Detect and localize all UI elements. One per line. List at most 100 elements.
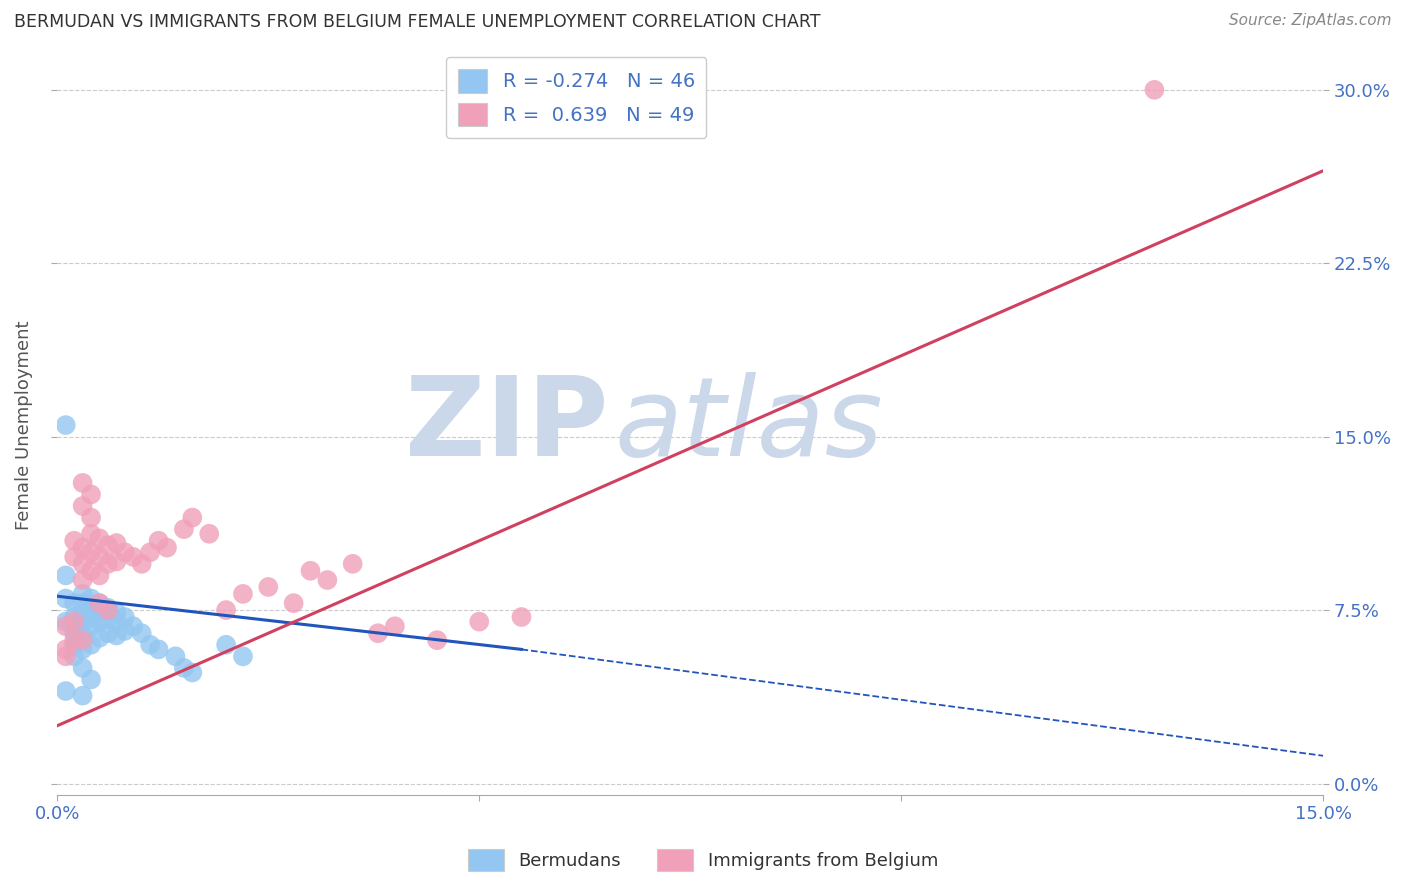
Point bbox=[72, 499, 94, 513]
Point bbox=[114, 610, 136, 624]
Point bbox=[72, 587, 94, 601]
Point bbox=[63, 610, 86, 624]
Point bbox=[63, 626, 86, 640]
Point bbox=[63, 596, 86, 610]
Point bbox=[1143, 83, 1166, 97]
Point bbox=[122, 549, 145, 564]
Text: Source: ZipAtlas.com: Source: ZipAtlas.com bbox=[1229, 13, 1392, 29]
Legend: R = -0.274   N = 46, R =  0.639   N = 49: R = -0.274 N = 46, R = 0.639 N = 49 bbox=[446, 57, 706, 138]
Point bbox=[367, 626, 389, 640]
Point bbox=[80, 487, 103, 501]
Point bbox=[55, 684, 77, 698]
Point bbox=[232, 649, 254, 664]
Point bbox=[89, 532, 111, 546]
Point bbox=[72, 596, 94, 610]
Point bbox=[468, 615, 491, 629]
Text: atlas: atlas bbox=[614, 372, 883, 479]
Point bbox=[72, 689, 94, 703]
Point bbox=[63, 633, 86, 648]
Point bbox=[55, 649, 77, 664]
Point bbox=[105, 628, 128, 642]
Point bbox=[105, 615, 128, 629]
Point bbox=[72, 626, 94, 640]
Point bbox=[55, 568, 77, 582]
Point bbox=[97, 600, 120, 615]
Point bbox=[55, 619, 77, 633]
Point bbox=[89, 615, 111, 629]
Point bbox=[80, 619, 103, 633]
Point bbox=[257, 580, 280, 594]
Point bbox=[148, 642, 170, 657]
Point bbox=[89, 631, 111, 645]
Point bbox=[173, 661, 195, 675]
Point bbox=[80, 526, 103, 541]
Point bbox=[80, 564, 103, 578]
Point bbox=[131, 626, 153, 640]
Point bbox=[316, 573, 339, 587]
Point bbox=[72, 615, 94, 629]
Point bbox=[55, 615, 77, 629]
Y-axis label: Female Unemployment: Female Unemployment bbox=[15, 320, 32, 530]
Point bbox=[139, 545, 162, 559]
Point bbox=[181, 510, 204, 524]
Point bbox=[97, 603, 120, 617]
Point bbox=[63, 615, 86, 629]
Point bbox=[89, 568, 111, 582]
Point bbox=[72, 557, 94, 571]
Point bbox=[105, 555, 128, 569]
Point bbox=[299, 564, 322, 578]
Point bbox=[97, 557, 120, 571]
Point bbox=[105, 536, 128, 550]
Point bbox=[89, 596, 111, 610]
Point bbox=[80, 591, 103, 606]
Point bbox=[148, 533, 170, 548]
Point bbox=[198, 526, 221, 541]
Point bbox=[80, 545, 103, 559]
Point bbox=[97, 612, 120, 626]
Point bbox=[122, 619, 145, 633]
Point bbox=[80, 510, 103, 524]
Point bbox=[72, 475, 94, 490]
Point bbox=[55, 642, 77, 657]
Point bbox=[105, 606, 128, 620]
Point bbox=[89, 596, 111, 610]
Point bbox=[114, 545, 136, 559]
Point bbox=[139, 638, 162, 652]
Text: BERMUDAN VS IMMIGRANTS FROM BELGIUM FEMALE UNEMPLOYMENT CORRELATION CHART: BERMUDAN VS IMMIGRANTS FROM BELGIUM FEMA… bbox=[14, 13, 821, 31]
Point bbox=[97, 538, 120, 552]
Point bbox=[72, 573, 94, 587]
Point bbox=[63, 533, 86, 548]
Point bbox=[173, 522, 195, 536]
Point bbox=[510, 610, 533, 624]
Point bbox=[165, 649, 187, 664]
Point bbox=[55, 591, 77, 606]
Point bbox=[131, 557, 153, 571]
Point bbox=[156, 541, 179, 555]
Point bbox=[80, 600, 103, 615]
Point bbox=[80, 673, 103, 687]
Point bbox=[55, 418, 77, 433]
Point bbox=[384, 619, 406, 633]
Point bbox=[63, 619, 86, 633]
Point bbox=[72, 541, 94, 555]
Point bbox=[181, 665, 204, 680]
Point bbox=[63, 649, 86, 664]
Point bbox=[426, 633, 449, 648]
Point bbox=[215, 638, 238, 652]
Point bbox=[72, 642, 94, 657]
Point bbox=[80, 638, 103, 652]
Point bbox=[63, 638, 86, 652]
Text: ZIP: ZIP bbox=[405, 372, 607, 479]
Point bbox=[342, 557, 364, 571]
Legend: Bermudans, Immigrants from Belgium: Bermudans, Immigrants from Belgium bbox=[461, 842, 945, 879]
Point bbox=[63, 549, 86, 564]
Point bbox=[114, 624, 136, 638]
Point bbox=[89, 606, 111, 620]
Point bbox=[72, 661, 94, 675]
Point bbox=[283, 596, 305, 610]
Point bbox=[72, 606, 94, 620]
Point bbox=[232, 587, 254, 601]
Point bbox=[89, 549, 111, 564]
Point bbox=[215, 603, 238, 617]
Point bbox=[80, 610, 103, 624]
